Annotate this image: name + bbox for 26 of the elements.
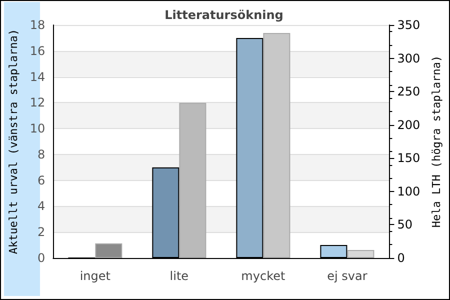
y-tick-label: 0 xyxy=(38,251,46,265)
y-tick-label: 4 xyxy=(38,199,46,214)
y-tick-label: 8 xyxy=(38,147,46,162)
y2-tick-label: 300 xyxy=(397,51,420,66)
y-tick-label: 2 xyxy=(38,225,46,240)
y2-tick-label: 350 xyxy=(397,18,420,32)
y-tick-label: 12 xyxy=(30,96,46,110)
y2-tick-label: 200 xyxy=(397,118,420,132)
chart-title: Litteratursökning xyxy=(164,8,284,22)
y2-tick-label: 50 xyxy=(397,218,412,232)
bar xyxy=(95,243,122,258)
y-tick-label: 14 xyxy=(30,70,46,84)
y2-tick-label: 100 xyxy=(397,184,420,198)
y2-tick-label: 250 xyxy=(397,84,420,99)
y-tick-label: 16 xyxy=(30,44,46,58)
x-tick-label: mycket xyxy=(241,269,286,283)
x-tick-label: inget xyxy=(80,269,111,283)
x-tick-label: ej svar xyxy=(327,269,368,283)
y-tick-label: 10 xyxy=(30,122,46,136)
y-tick-label: 18 xyxy=(30,18,46,32)
x-tick-label: lite xyxy=(170,269,189,283)
y-tick-label: 6 xyxy=(38,173,46,188)
y2-tick-label: 0 xyxy=(397,251,405,265)
y2-axis-title: Hela LTH (högra staplarna) xyxy=(430,55,443,228)
y2-tick-label: 150 xyxy=(397,151,420,166)
y-axis-title: Aktuellt urval (vänstra staplarna) xyxy=(7,28,20,254)
